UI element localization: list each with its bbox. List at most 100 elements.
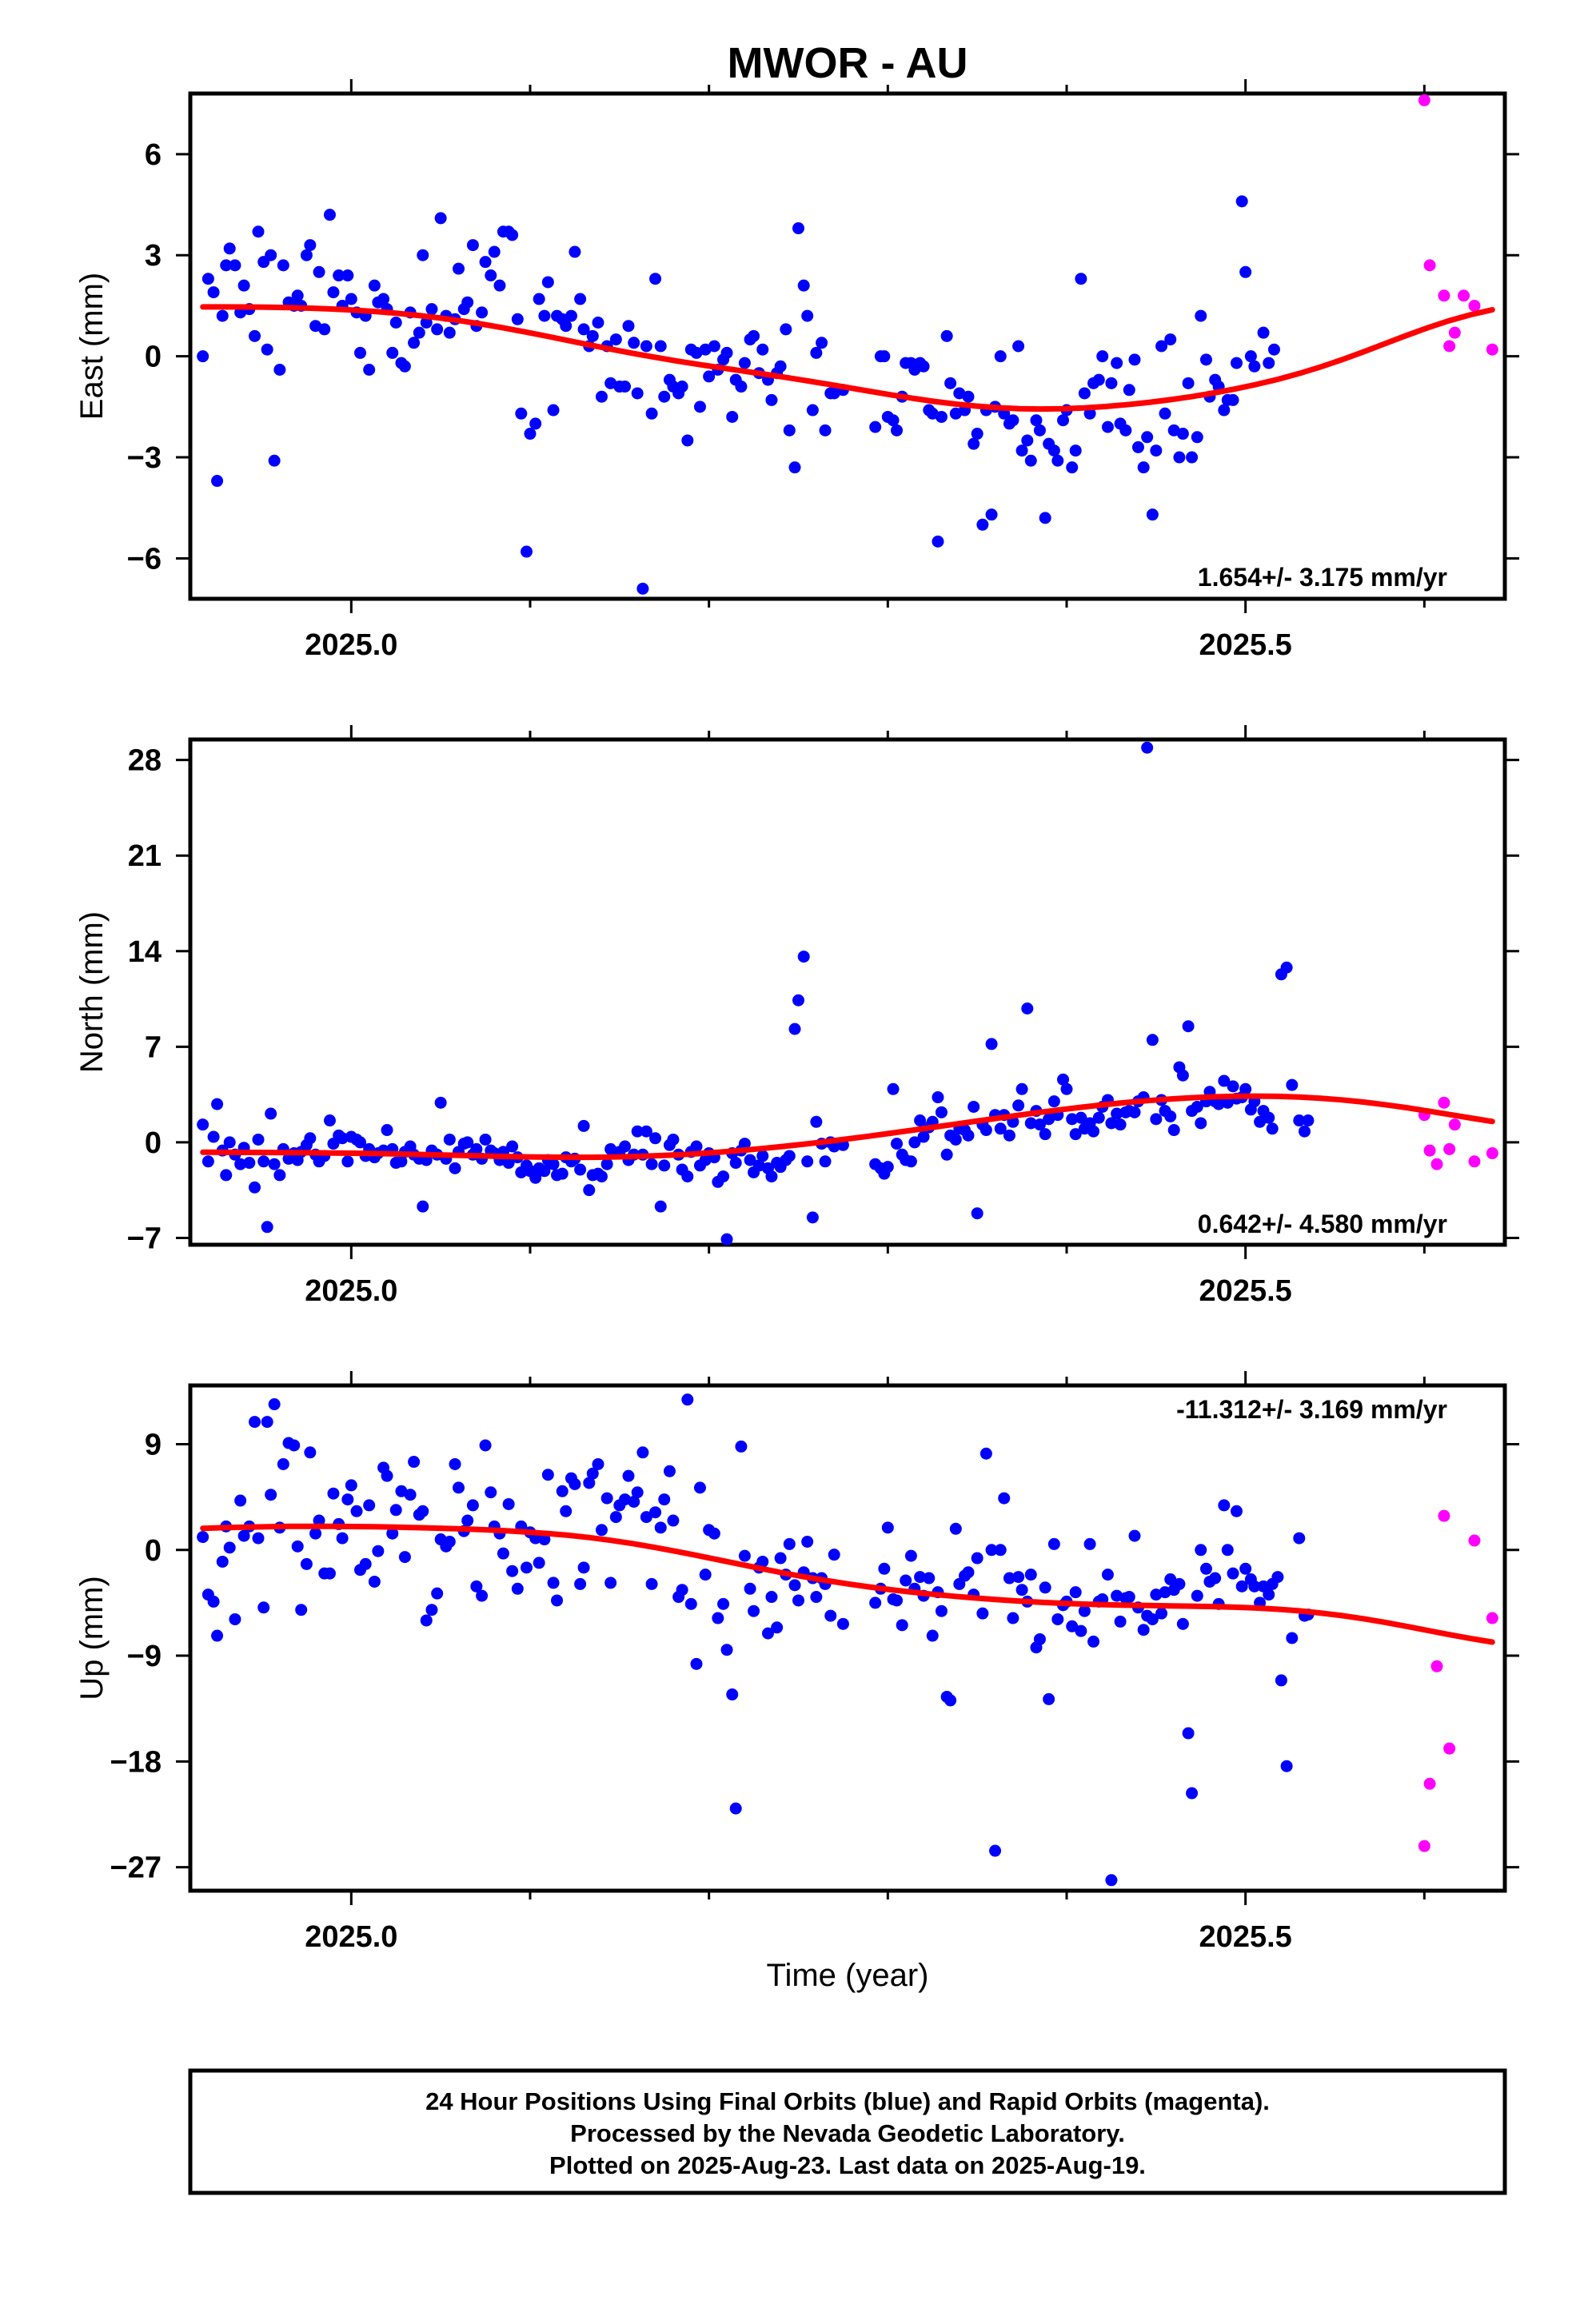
final-orbit-point	[350, 1505, 363, 1517]
final-orbit-point	[323, 1114, 336, 1127]
final-orbit-point	[524, 428, 537, 440]
final-orbit-point	[541, 1469, 554, 1481]
final-orbit-point	[533, 1557, 545, 1569]
final-orbit-point	[1069, 444, 1082, 457]
final-orbit-point	[1069, 1128, 1082, 1141]
final-orbit-point	[1043, 1692, 1055, 1705]
final-orbit-point	[595, 1170, 608, 1183]
final-orbit-point	[249, 1416, 261, 1429]
final-orbit-point	[461, 1514, 474, 1527]
final-orbit-point	[1039, 512, 1051, 524]
final-orbit-point	[551, 1594, 564, 1607]
final-orbit-point	[538, 309, 551, 322]
final-orbit-point	[574, 1577, 587, 1590]
final-orbit-point	[944, 377, 957, 389]
final-orbit-point	[935, 1106, 948, 1118]
final-orbit-point	[1191, 1589, 1203, 1602]
y-tick-label: 9	[145, 1428, 162, 1461]
final-orbit-point	[1164, 333, 1177, 346]
chart-title: MWOR - AU	[728, 39, 968, 87]
final-orbit-point	[574, 293, 587, 305]
final-orbit-point	[541, 276, 554, 289]
final-orbit-point	[985, 508, 998, 521]
final-orbit-point	[1248, 1580, 1261, 1593]
final-orbit-point	[917, 1130, 930, 1143]
final-orbit-point	[654, 1200, 667, 1213]
final-orbit-point	[249, 329, 261, 342]
final-orbit-point	[268, 454, 281, 467]
final-orbit-point	[368, 1575, 381, 1588]
final-orbit-point	[470, 1580, 483, 1593]
final-orbit-point	[1123, 384, 1135, 397]
final-orbit-point	[381, 1469, 393, 1482]
final-orbit-point	[336, 1132, 349, 1145]
final-orbit-point	[729, 1157, 742, 1170]
final-orbit-point	[1137, 461, 1150, 474]
final-orbit-point	[577, 1561, 590, 1574]
final-orbit-point	[1146, 1034, 1159, 1046]
final-orbit-point	[211, 1629, 224, 1642]
final-orbit-point	[577, 1119, 590, 1132]
final-orbit-point	[658, 1159, 671, 1172]
final-orbit-point	[547, 1577, 560, 1589]
final-orbit-point	[252, 1133, 265, 1146]
final-orbit-point	[940, 1148, 953, 1161]
final-orbit-point	[197, 1531, 209, 1544]
final-orbit-point	[645, 1158, 658, 1170]
final-orbit-point	[363, 363, 376, 376]
final-orbit-point	[1176, 1069, 1189, 1082]
final-orbit-point	[622, 320, 635, 333]
final-orbit-point	[466, 239, 479, 252]
final-orbit-point	[783, 1150, 796, 1162]
final-orbit-point	[994, 1544, 1007, 1557]
final-orbit-point	[1051, 454, 1064, 467]
y-tick-label: 0	[145, 1534, 162, 1568]
final-orbit-point	[806, 404, 819, 417]
final-orbit-point	[693, 401, 706, 413]
final-orbit-point	[631, 387, 644, 400]
final-orbit-point	[336, 1532, 349, 1545]
final-orbit-point	[622, 1469, 635, 1482]
y-axis-label: East (mm)	[74, 273, 110, 420]
rapid-orbit-point	[1486, 1612, 1498, 1624]
final-orbit-point	[1164, 1573, 1177, 1586]
final-orbit-point	[869, 1597, 882, 1609]
final-orbit-point	[712, 1612, 724, 1624]
x-tick-label: 2025.0	[305, 1920, 397, 1954]
final-orbit-point	[377, 293, 390, 305]
final-orbit-point	[703, 370, 716, 383]
rapid-orbit-point	[1486, 343, 1498, 356]
final-orbit-point	[1182, 1020, 1195, 1033]
rapid-orbit-point	[1443, 1742, 1456, 1755]
final-orbit-point	[816, 337, 828, 349]
final-orbit-point	[223, 242, 236, 255]
final-orbit-point	[1254, 1115, 1267, 1128]
final-orbit-point	[994, 350, 1007, 363]
final-orbit-point	[479, 1439, 492, 1452]
final-orbit-point	[1227, 1080, 1239, 1093]
final-orbit-point	[470, 1142, 483, 1155]
final-orbit-point	[788, 461, 801, 474]
final-orbit-point	[1105, 377, 1118, 389]
final-orbit-point	[998, 1492, 1011, 1505]
final-orbit-point	[756, 1150, 769, 1162]
east-panel: 2025.0 2025.5 6 3 0 −3 −6 East (mm) 1.654+/- 3.1…	[74, 79, 1519, 662]
rapid-orbit-point	[1443, 340, 1456, 353]
trend-curve	[200, 1093, 1495, 1161]
final-orbit-point	[819, 424, 832, 436]
rapid-orbit-point	[1468, 1534, 1481, 1547]
y-tick-label: −9	[127, 1640, 162, 1673]
final-orbit-point	[962, 1129, 975, 1142]
final-orbit-point	[735, 1440, 748, 1453]
final-orbit-point	[1293, 1114, 1306, 1127]
final-orbit-point	[887, 1082, 900, 1095]
rapid-orbit-point	[1486, 1147, 1498, 1160]
final-orbit-point	[1024, 454, 1037, 467]
final-orbit-point	[461, 296, 474, 309]
final-orbit-point	[1293, 1532, 1306, 1545]
final-orbit-point	[211, 475, 224, 488]
final-orbit-point	[323, 209, 336, 221]
final-orbit-point	[600, 1492, 613, 1505]
final-orbit-point	[443, 1535, 456, 1548]
